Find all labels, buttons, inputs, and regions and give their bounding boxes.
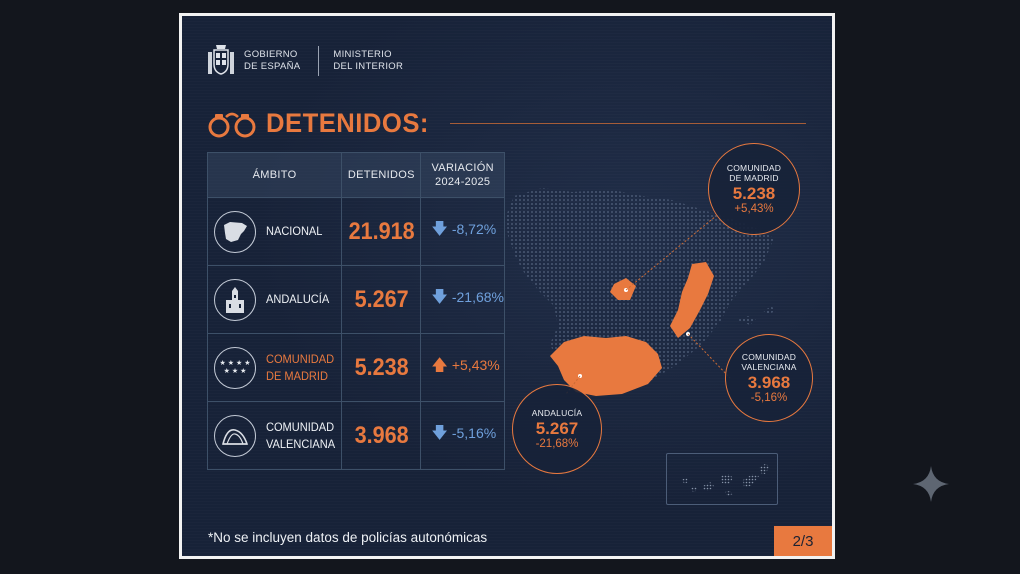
callout-madrid-pct: +5,43%: [734, 202, 774, 215]
header-variacion-line-1: VARIACIÓN: [431, 162, 494, 174]
variation-cell: 🡇 -5,16%: [420, 401, 505, 470]
detenidos-value: 21.918: [345, 197, 418, 266]
valenciana-region-shape: [670, 262, 714, 338]
callout-andalucia-pct: -21,68%: [535, 437, 579, 450]
table-row: ★ ★ ★ ★ ★ ★ ★ COMUNIDAD DE MADRID 5.238 🡅 +…: [206, 333, 505, 402]
detenidos-value: 5.267: [345, 265, 418, 334]
header-variacion: VARIACIÓN 2024-2025: [420, 152, 505, 198]
valencia-building-icon: [214, 414, 256, 457]
variation-value: +5,43%: [451, 357, 500, 373]
row-label-line-1: NACIONAL: [266, 224, 323, 238]
sparkle-icon: [913, 466, 949, 502]
footnote: *No se incluyen datos de policías autonó…: [208, 530, 488, 545]
row-label: COMUNIDAD VALENCIANA: [266, 419, 335, 453]
logo-divider: [318, 46, 320, 76]
government-logo: GOBIERNO DE ESPAÑA MINISTERIO DEL INTERI…: [206, 44, 403, 78]
row-label-line-2: VALENCIANA: [266, 436, 336, 451]
coat-of-arms-icon: [208, 45, 234, 75]
callout-madrid-line-1: COMUNIDAD: [726, 162, 782, 173]
row-label-line-1: ANDALUCÍA: [266, 292, 330, 306]
arrow-up-icon: 🡅: [431, 357, 448, 374]
andalucia-region-shape: [550, 336, 662, 396]
table-row: ANDALUCÍA 5.267 🡇 -21,68%: [206, 265, 505, 334]
arrow-down-icon: 🡇: [431, 221, 448, 238]
madrid-stars-icon: ★ ★ ★ ★ ★ ★ ★: [214, 346, 256, 389]
callout-andalucia: ANDALUCÍA 5.267 -21,68%: [512, 384, 602, 474]
spain-map-icon: [214, 210, 256, 253]
page-indicator: 2/3: [774, 526, 832, 556]
title-row: DETENIDOS:: [206, 108, 806, 139]
row-label-line-2: DE MADRID: [266, 368, 328, 383]
header-detenidos: DETENIDOS: [341, 152, 422, 198]
madrid-region-shape: [610, 278, 636, 300]
ministry-line-2: DEL INTERIOR: [333, 61, 404, 72]
handcuffs-icon: [208, 112, 256, 137]
table-row: NACIONAL 21.918 🡇 -8,72%: [206, 197, 505, 266]
arrow-down-icon: 🡇: [431, 289, 448, 306]
callout-andalucia-line-1: ANDALUCÍA: [531, 407, 583, 418]
spain-map: [506, 188, 776, 396]
infographic-slide: GOBIERNO DE ESPAÑA MINISTERIO DEL INTERI…: [179, 13, 835, 559]
ministry-line-1: MINISTERIO: [333, 49, 392, 60]
spain-mainland-shape: [506, 188, 774, 388]
detenidos-value: 5.238: [345, 333, 418, 402]
variation-cell: 🡅 +5,43%: [420, 333, 505, 402]
variation-value: -21,68%: [451, 289, 504, 305]
callout-valenciana: COMUNIDAD VALENCIANA 3.968 -5,16%: [725, 334, 813, 422]
callout-madrid-line-2: DE MADRID: [729, 172, 779, 183]
callout-madrid: COMUNIDAD DE MADRID 5.238 +5,43%: [708, 143, 800, 235]
row-label: ANDALUCÍA: [266, 291, 329, 308]
callout-valenciana-pct: -5,16%: [750, 391, 788, 404]
table-row: COMUNIDAD VALENCIANA 3.968 🡇 -5,16%: [206, 401, 505, 470]
canary-islands-shape: [681, 464, 770, 496]
andalucia-building-icon: [214, 278, 256, 321]
row-label: COMUNIDAD DE MADRID: [266, 351, 334, 385]
header-variacion-line-2: 2024-2025: [435, 176, 491, 188]
canarias-inset: [666, 453, 778, 505]
row-label: NACIONAL: [266, 223, 322, 240]
detenidos-value: 3.968: [345, 401, 418, 470]
stars-glyphs: ★ ★ ★ ★ ★ ★ ★: [219, 359, 251, 375]
variation-value: -8,72%: [451, 221, 497, 237]
variation-cell: 🡇 -21,68%: [420, 265, 505, 334]
row-label-line-1: COMUNIDAD: [266, 351, 335, 366]
variation-value: -5,16%: [451, 425, 497, 441]
detenidos-table: ÁMBITO DETENIDOS VARIACIÓN 2024-2025 NAC…: [206, 152, 505, 470]
callout-valenciana-line-1: COMUNIDAD: [741, 351, 797, 362]
row-label-line-1: COMUNIDAD: [266, 419, 335, 434]
org-line-2: DE ESPAÑA: [244, 61, 301, 72]
callout-connectors: [565, 215, 731, 395]
callout-madrid-value: 5.238: [732, 183, 776, 203]
arrow-down-icon: 🡇: [431, 425, 448, 442]
callout-valenciana-value: 3.968: [747, 372, 791, 392]
variation-cell: 🡇 -8,72%: [420, 197, 505, 266]
org-line-1: GOBIERNO: [244, 49, 298, 60]
page-title: DETENIDOS:: [266, 108, 429, 138]
title-rule: [449, 123, 806, 124]
baleares-shape: [738, 307, 776, 325]
madrid-connector: [625, 215, 717, 291]
callout-andalucia-value: 5.267: [535, 418, 579, 438]
valenciana-connector: [687, 333, 731, 379]
callout-valenciana-line-2: VALENCIANA: [741, 361, 797, 372]
